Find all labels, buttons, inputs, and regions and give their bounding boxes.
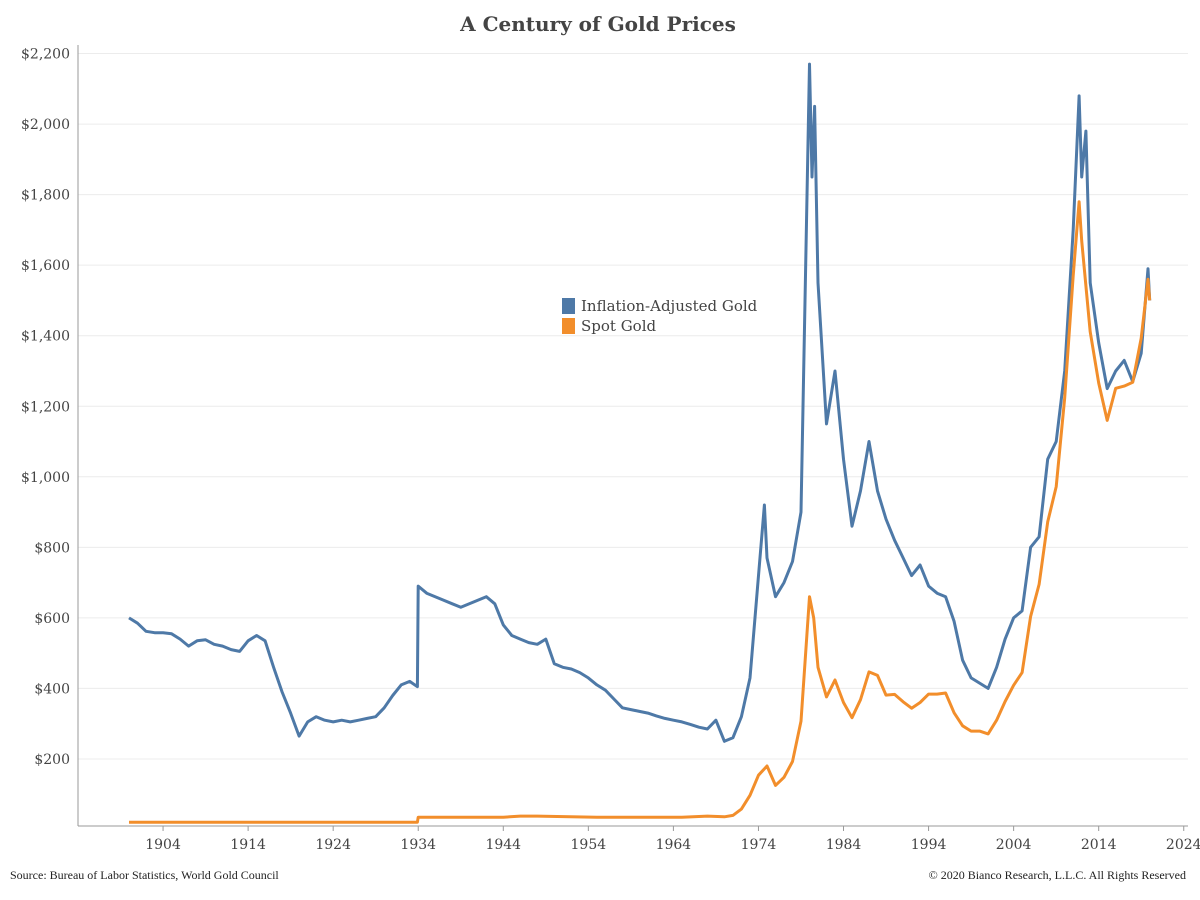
legend-swatch (562, 298, 575, 314)
x-tick-label: 2004 (996, 837, 1032, 853)
y-tick-label: $200 (34, 752, 70, 768)
series-line-inflation-adjusted-gold (128, 62, 1152, 743)
x-tick-label: 1954 (571, 837, 607, 853)
series-line-spot-gold (129, 200, 1152, 824)
x-tick-label: 1984 (826, 837, 862, 853)
legend-swatch (562, 318, 575, 334)
legend-label: Inflation-Adjusted Gold (581, 297, 758, 315)
x-tick-label: 2014 (1081, 837, 1117, 853)
legend: Inflation-Adjusted Gold Spot Gold (562, 297, 758, 335)
gridlines (78, 53, 1188, 760)
y-tick-label: $1,200 (21, 399, 70, 415)
y-tick-label: $2,200 (21, 47, 70, 63)
x-tick-label: 1924 (315, 837, 351, 853)
x-tick-label: 1974 (741, 837, 777, 853)
x-tick-label: 2024 (1166, 837, 1200, 853)
y-tick-label: $400 (34, 681, 70, 697)
y-tick-label: $600 (34, 611, 70, 627)
series-lines (128, 62, 1152, 824)
x-tick-label: 1994 (911, 837, 947, 853)
x-tick-label: 1934 (400, 837, 436, 853)
y-tick-label: $1,400 (21, 329, 70, 345)
y-tick-label: $1,800 (21, 188, 70, 204)
y-tick-label: $1,600 (21, 258, 70, 274)
x-tick-label: 1904 (145, 837, 181, 853)
chart-title: A Century of Gold Prices (460, 12, 736, 36)
x-tick-label: 1944 (485, 837, 521, 853)
copyright-note: © 2020 Bianco Research, L.L.C. All Right… (928, 868, 1186, 882)
y-tick-label: $2,000 (21, 117, 70, 133)
x-tick-label: 1914 (230, 837, 266, 853)
axes: $200 $400 $600 $800 $1,000 $1,200 $1,400 $1,600… (21, 45, 1200, 853)
y-tick-label: $1,000 (21, 470, 70, 486)
x-tick-label: 1964 (656, 837, 692, 853)
legend-label: Spot Gold (581, 317, 657, 335)
source-note: Source: Bureau of Labor Statistics, Worl… (10, 868, 279, 882)
y-tick-label: $800 (34, 540, 70, 556)
